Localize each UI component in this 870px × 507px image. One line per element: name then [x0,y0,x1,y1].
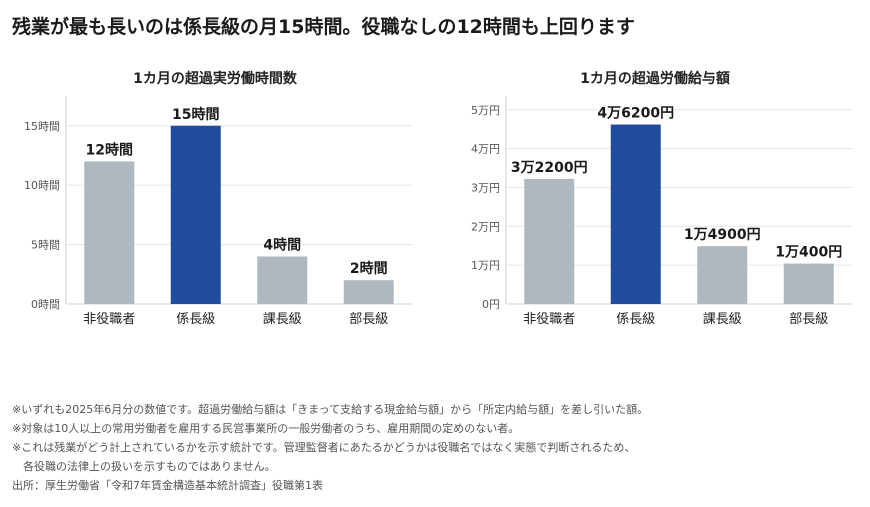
footnote: ※対象は10人以上の常用労働者を雇用する民営事業所の一般労働者のうち、雇用期間の… [12,422,520,435]
y-tick-label: 15時間 [24,120,60,133]
data-label: 3万2200円 [511,160,588,176]
data-label: 12時間 [86,141,133,158]
headline: 残業が最も長いのは係長級の月15時間。役職なしの12時間も上回ります [12,16,635,38]
bar-3 [783,263,834,304]
chart-title: 1カ月の超過実労働時間数 [133,71,297,87]
bar-3 [343,280,394,304]
category-label: 課長級 [703,311,742,327]
bar-1 [170,125,221,304]
data-label: 4時間 [263,236,301,253]
category-label: 部長級 [789,312,828,327]
y-tick-label: 10時間 [24,179,60,192]
data-label: 2時間 [350,260,388,277]
category-label: 非役職者 [83,312,135,327]
category-label: 係長級 [616,312,655,327]
footnote: 各役職の法律上の扱いを示すものではありません。 [12,460,276,473]
bar-0 [524,178,575,304]
source-note: 出所：厚生労働省「令和7年賃金構造基本統計調査」役職第1表 [12,479,323,492]
bar-1 [610,124,661,305]
footnote: ※これは残業がどう計上されているかを示す統計です。管理監督者にあたるかどうかは役… [12,441,636,454]
data-label: 1万4900円 [684,227,761,243]
footnotes: ※いずれも2025年6月分の数値です。超過労働給与額は「きまって支給する現金給与… [12,400,862,495]
category-label: 課長級 [263,311,302,327]
bar-2 [697,246,748,304]
data-label: 4万6200円 [597,106,674,122]
y-tick-label: 4万円 [471,143,500,156]
chart-title: 1カ月の超過労働給与額 [580,71,730,87]
y-tick-label: 3万円 [471,181,500,194]
y-tick-label: 0円 [482,298,500,311]
overtime-hours-chart: 1カ月の超過実労働時間数 0時間 5時間 10時間 15時間 12時間非役職者 15時間係… [0,68,430,338]
category-label: 係長級 [176,312,215,327]
bar-2 [257,256,308,304]
data-label: 1万400円 [775,245,842,261]
category-label: 非役職者 [523,312,575,327]
y-tick-label: 5万円 [471,104,500,117]
footnote: ※いずれも2025年6月分の数値です。超過労働給与額は「きまって支給する現金給与… [12,403,649,416]
bar-0 [84,161,135,304]
y-tick-label: 2万円 [471,220,500,233]
category-label: 部長級 [349,312,388,327]
y-tick-label: 5時間 [31,239,60,252]
overtime-pay-chart: 1カ月の超過労働給与額 0円 1万円 2万円 3万円 4万円 5万円 3万2200円 非役職者… [440,68,870,338]
y-tick-label: 0時間 [31,298,60,311]
data-label: 15時間 [172,106,219,123]
y-tick-label: 1万円 [471,259,500,272]
